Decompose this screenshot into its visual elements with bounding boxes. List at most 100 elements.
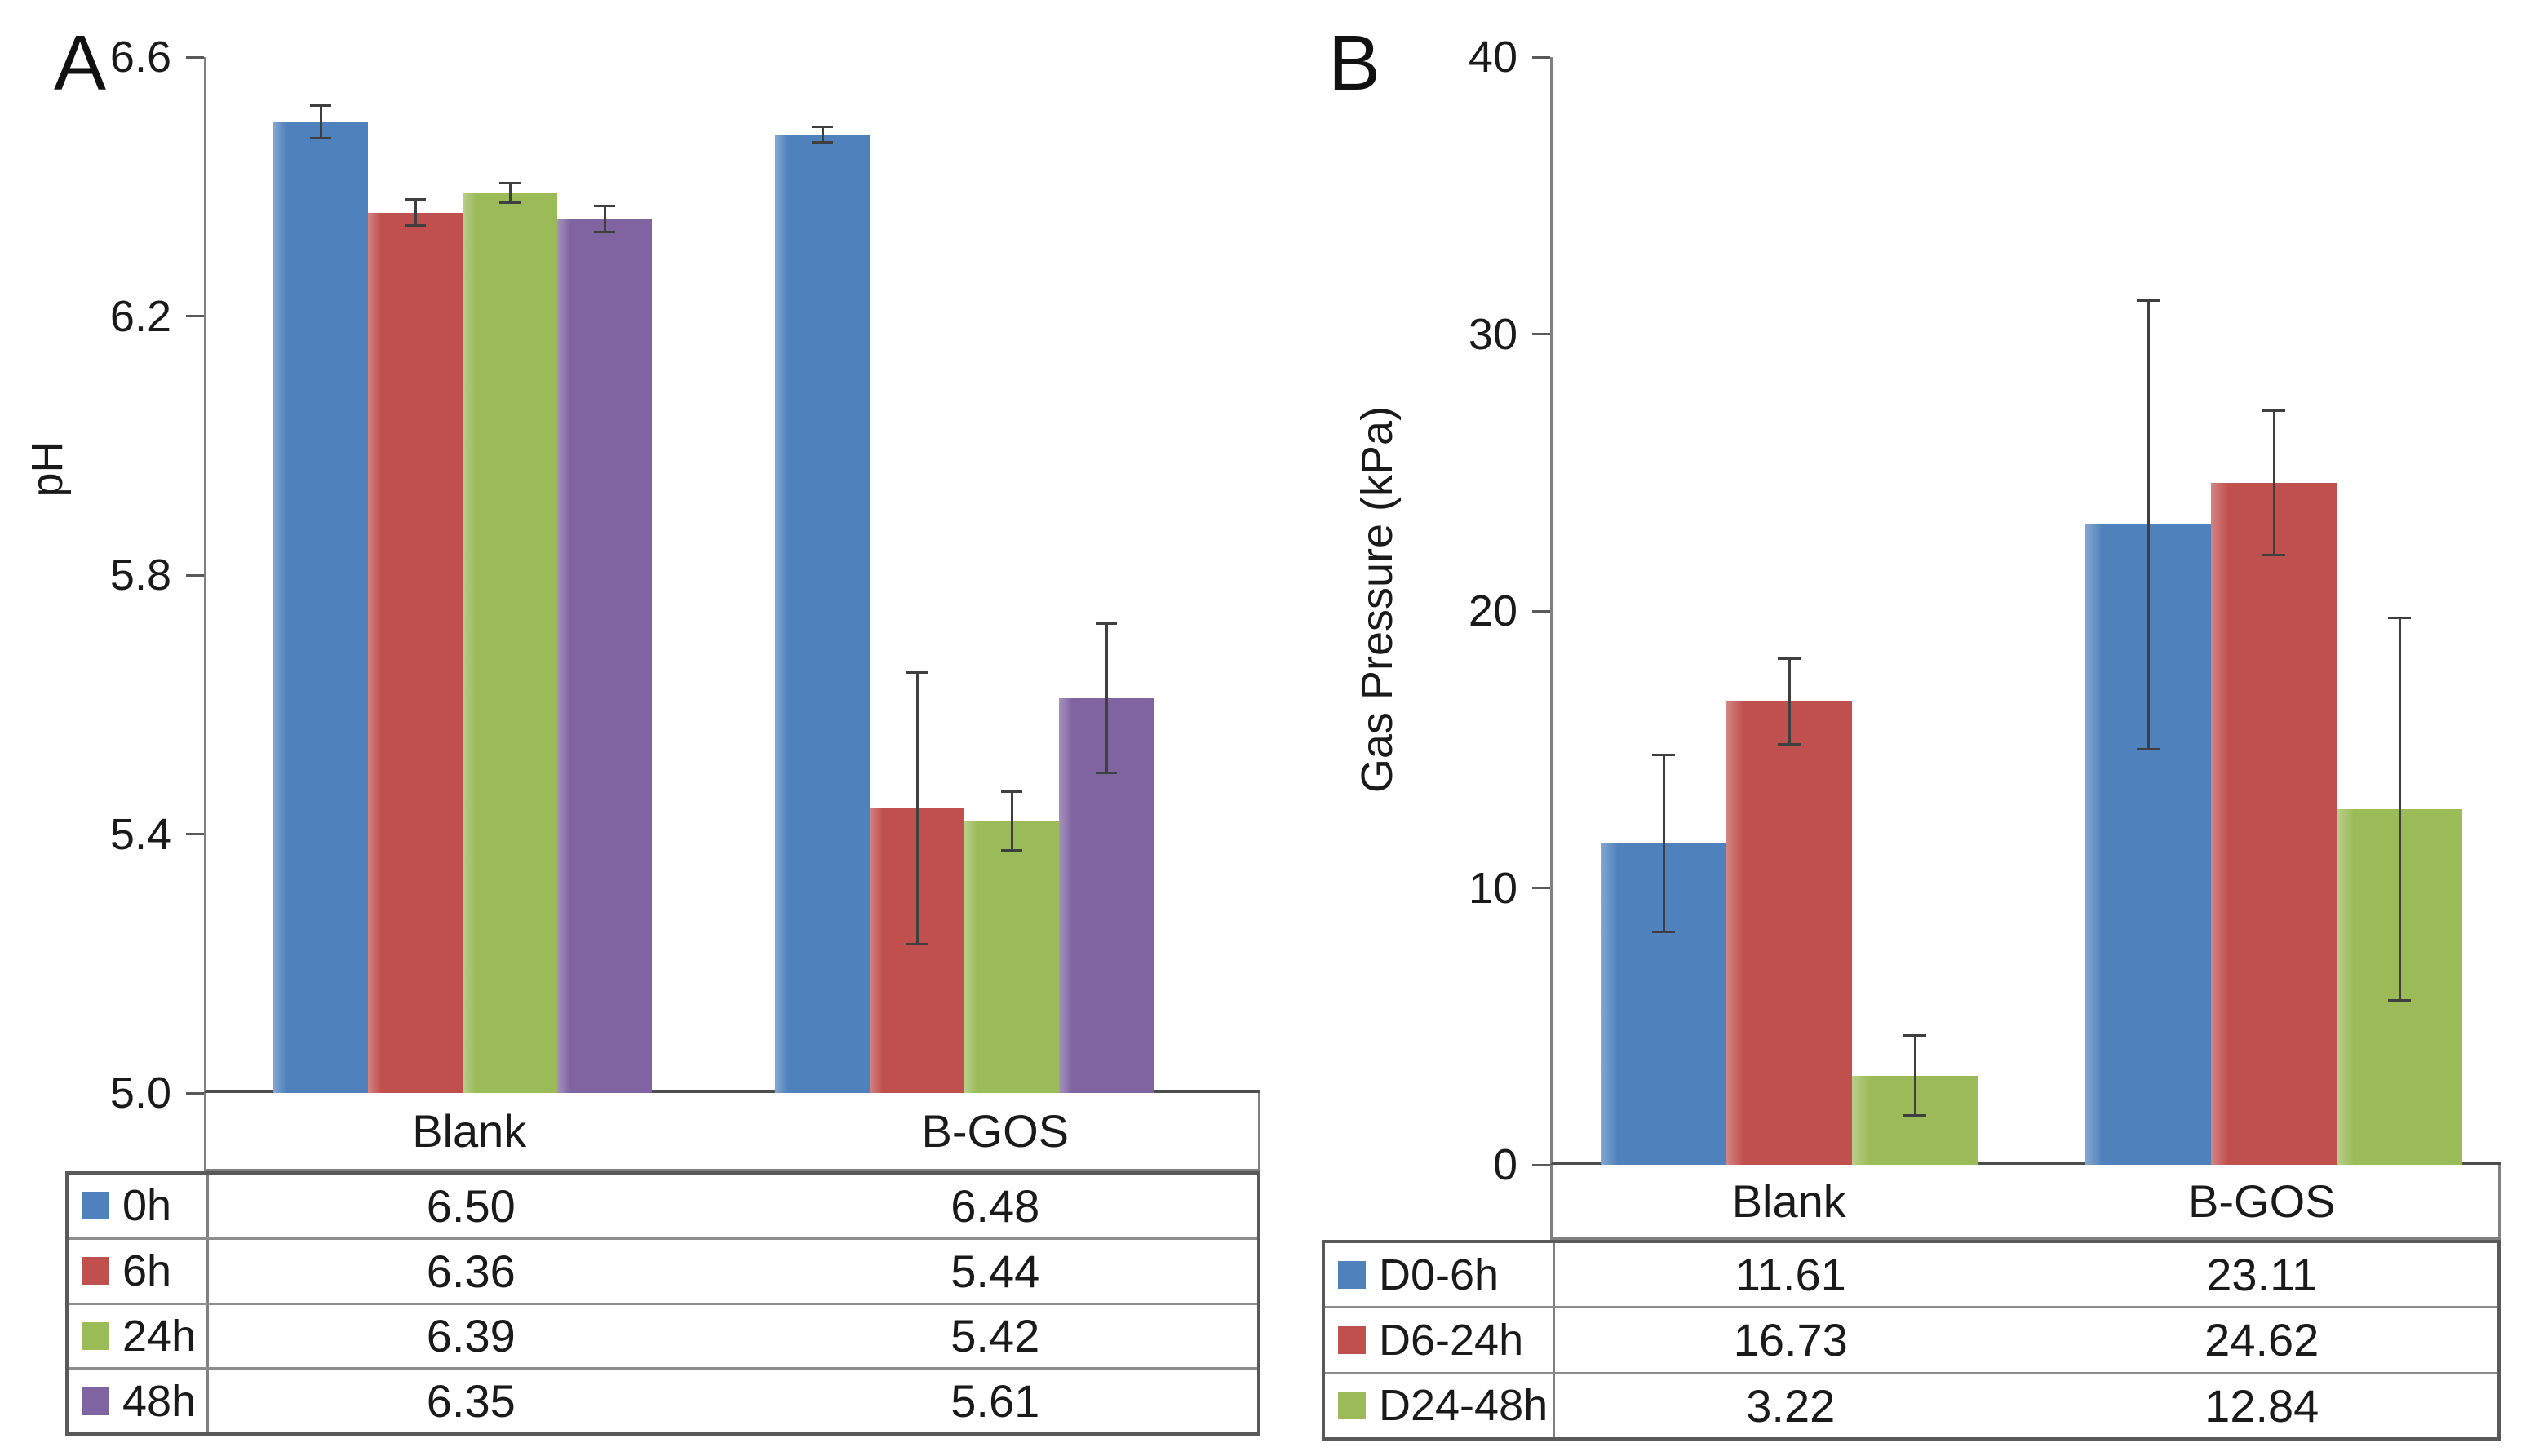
panel-a-y-axis-title: pH: [23, 440, 72, 498]
panel-a-bar-0h-Blank: [273, 122, 368, 1093]
panel-b-error-bar: [2272, 410, 2275, 555]
panel-a-tick-label: 6.6: [109, 33, 171, 82]
panel-b-tick-mark: [1532, 1163, 1550, 1166]
panel-a-error-bar-cap: [1096, 771, 1117, 774]
panel-a-legend-swatch-icon: [82, 1257, 109, 1286]
panel-a-category-row: Blank B-GOS: [204, 1093, 1260, 1171]
panel-a-letter: A: [54, 20, 107, 107]
panel-b-error-bar-cap: [2137, 747, 2160, 750]
panel-b-tick-label: 0: [1492, 1140, 1517, 1189]
panel-a-error-bar-cap: [812, 141, 833, 144]
panel-a-error-bar-cap: [1001, 848, 1022, 852]
panel-b-error-bar: [1788, 658, 1791, 745]
panel-a-plot-area: [204, 57, 1260, 1093]
panel-b-error-bar-cap: [1903, 1114, 1926, 1117]
panel-a-error-bar: [821, 126, 824, 143]
panel-b-legend-swatch-icon: [1338, 1260, 1366, 1289]
panel-a-tick-mark: [186, 573, 204, 577]
panel-a-error-bar-cap: [310, 136, 331, 139]
panel-a-bar-6h-Blank: [368, 212, 463, 1093]
panel-a-legend-label: 0h: [122, 1181, 172, 1231]
panel-b-category-row: Blank B-GOS: [1550, 1165, 2501, 1240]
panel-a-legend-key-0h: 0h: [69, 1175, 209, 1237]
panel-a-legend-swatch-icon: [82, 1387, 109, 1415]
panel-b-category-label-Blank: Blank: [1731, 1175, 1846, 1227]
panel-a-legend-label: 24h: [122, 1311, 197, 1361]
panel-a-error-bar: [603, 206, 606, 232]
panel-a-table-value-6h-Blank: 6.36: [426, 1245, 516, 1297]
panel-b-legend-key-D24-48h: D24-48h: [1325, 1374, 1555, 1437]
panel-b-error-bar-cap: [1652, 753, 1675, 756]
panel-a-tick-label: 5.4: [109, 809, 171, 859]
panel-a-error-bar: [414, 199, 417, 226]
panel-a-legend-swatch-icon: [82, 1321, 109, 1350]
panel-b-error-bar-cap: [2262, 409, 2285, 413]
panel-b-error-bar: [1913, 1035, 1916, 1116]
panel-b-tick-label: 20: [1468, 586, 1517, 635]
panel-b-table-value-D0-6h-Blank: 11.61: [1735, 1249, 1846, 1301]
panel-b-legend-key-D6-24h: D6-24h: [1325, 1308, 1555, 1372]
panel-a-error-bar-cap: [906, 942, 928, 945]
panel-b-error-bar-cap: [2262, 553, 2285, 556]
panel-b-tick-label: 30: [1468, 309, 1517, 359]
panel-b-error-bar-cap: [1778, 743, 1801, 746]
panel-a-bar-24h-B-GOS: [964, 821, 1059, 1093]
panel-a-bar-48h-Blank: [557, 219, 652, 1093]
panel-b-tick-label: 40: [1468, 33, 1517, 82]
panel-b-table-value-D24-48h-Blank: 3.22: [1746, 1379, 1836, 1432]
panel-b-error-bar-cap: [2388, 998, 2411, 1002]
panel-a-category-label-B-GOS: B-GOS: [921, 1105, 1069, 1157]
panel-a-table-value-0h-Blank: 6.50: [426, 1179, 516, 1232]
panel-b-legend-swatch-icon: [1338, 1392, 1366, 1420]
panel-b-legend-label: D24-48h: [1379, 1381, 1548, 1431]
panel-a-table-value-24h-Blank: 6.39: [426, 1310, 516, 1362]
panel-a-legend-swatch-icon: [82, 1192, 109, 1220]
panel-a-legend-key-48h: 48h: [69, 1370, 209, 1432]
panel-b-error-bar: [1662, 755, 1665, 932]
panel-a-error-bar: [508, 183, 512, 203]
panel-a-error-bar: [915, 672, 919, 945]
panel-a-table-row: 24h 6.39 5.42: [69, 1302, 1257, 1368]
panel-a-bar-24h-Blank: [463, 193, 557, 1093]
panel-b-table-value-D0-6h-B-GOS: 23.11: [2206, 1249, 2318, 1301]
panel-b-data-table: D0-6h 11.61 23.11 D6-24h 16.73 24.62 D24-48h 3.…: [1322, 1240, 2501, 1441]
panel-a-data-table: 0h 6.50 6.48 6h 6.36 5.44 24h 6.39 5.42 48h 6.35 5.…: [65, 1171, 1260, 1436]
panel-b-legend-label: D0-6h: [1379, 1250, 1500, 1299]
panel-a-error-bar: [319, 105, 322, 139]
panel-a-table-value-48h-Blank: 6.35: [426, 1375, 516, 1427]
panel-a-error-bar-cap: [1096, 622, 1117, 626]
panel-b-table-row: D0-6h 11.61 23.11: [1325, 1243, 2497, 1307]
panel-b-table-value-D24-48h-B-GOS: 12.84: [2204, 1379, 2319, 1432]
panel-a-error-bar-cap: [499, 201, 521, 205]
panel-b-table-row: D24-48h 3.22 12.84: [1325, 1371, 2497, 1437]
panel-a-legend-key-24h: 24h: [69, 1304, 209, 1368]
panel-a-table-value-6h-B-GOS: 5.44: [950, 1245, 1040, 1297]
panel-b-bar-D24-48h-Blank: [1852, 1075, 1978, 1165]
panel-b-legend-key-D0-6h: D0-6h: [1325, 1243, 1555, 1307]
panel-b-tick-mark: [1532, 55, 1550, 59]
panel-b-bar-D6-24h-Blank: [1726, 701, 1852, 1165]
panel-a-bar-0h-B-GOS: [775, 135, 870, 1093]
panel-a-table-value-0h-B-GOS: 6.48: [950, 1179, 1040, 1232]
panel-b-table-row: D6-24h 16.73 24.62: [1325, 1306, 2497, 1372]
panel-a-tick-mark: [186, 55, 204, 59]
panel-a-error-bar-cap: [594, 205, 615, 208]
panel-b-tick-label: 10: [1468, 863, 1517, 913]
panel-a-error-bar-cap: [405, 223, 426, 227]
panel-b-plot-area: [1550, 57, 2501, 1165]
panel-a-table-row: 0h 6.50 6.48: [69, 1175, 1257, 1237]
panel-b-tick-mark: [1532, 333, 1550, 335]
panel-a-table-row: 6h 6.36 5.44: [69, 1237, 1257, 1303]
panel-b-legend-label: D6-24h: [1379, 1315, 1524, 1365]
panel-a-error-bar-cap: [906, 670, 928, 674]
panel-b-tick-mark: [1532, 887, 1550, 889]
panel-b-category-label-B-GOS: B-GOS: [2188, 1175, 2336, 1227]
panel-a-tick-label: 5.0: [109, 1069, 171, 1117]
panel-b-error-bar-cap: [1778, 657, 1801, 660]
panel-b-table-value-D6-24h-B-GOS: 24.62: [2204, 1314, 2319, 1366]
panel-a-tick-mark: [186, 833, 204, 835]
panel-a-error-bar-cap: [405, 198, 426, 201]
panel-a-table-value-48h-B-GOS: 5.61: [950, 1375, 1040, 1427]
panel-b-error-bar: [2147, 300, 2150, 750]
